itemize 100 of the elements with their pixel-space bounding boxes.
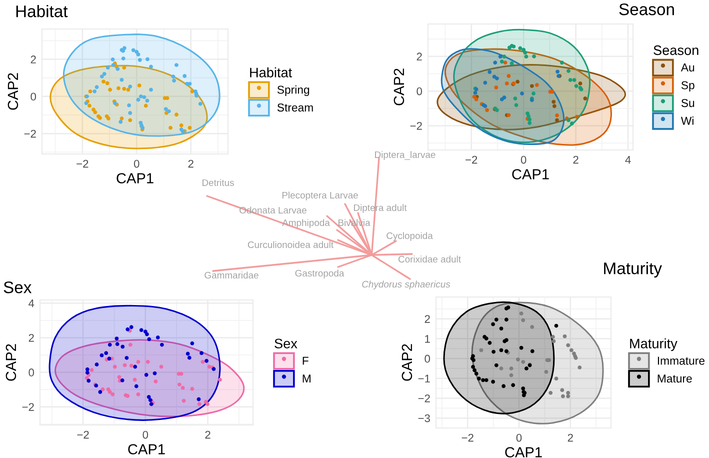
point: [548, 390, 553, 395]
point: [127, 103, 131, 108]
point: [554, 376, 558, 381]
y-axis-title: CAP2: [402, 344, 412, 381]
point: [498, 54, 502, 59]
legend-title: Sex: [274, 338, 298, 348]
point: [142, 95, 146, 100]
point: [146, 360, 150, 364]
point: [168, 126, 172, 130]
point: [492, 350, 496, 354]
point: [128, 110, 132, 115]
point: [574, 84, 578, 88]
point: [147, 337, 152, 342]
point: [534, 83, 539, 87]
legend-label: Spring: [277, 85, 310, 96]
point: [562, 334, 567, 338]
point: [204, 400, 208, 404]
y-axis-title: CAP2: [8, 73, 18, 110]
point: [139, 94, 143, 98]
point: [569, 348, 574, 352]
y-tick-label: 1: [425, 335, 430, 343]
point: [110, 57, 115, 62]
x-tick-label: 2: [568, 434, 573, 442]
point: [93, 110, 98, 114]
point: [128, 342, 132, 347]
point: [572, 78, 576, 82]
point: [174, 63, 178, 67]
point: [188, 82, 192, 86]
point: [472, 94, 476, 99]
point: [149, 88, 153, 92]
point: [122, 66, 126, 70]
point: [198, 102, 202, 106]
y-tick-label: −3: [418, 414, 430, 422]
point: [188, 126, 192, 130]
point: [530, 84, 534, 88]
point: [100, 74, 104, 79]
point: [115, 342, 120, 346]
point: [555, 113, 559, 118]
legend-label: M: [302, 374, 310, 382]
point: [180, 386, 185, 390]
point: [494, 76, 499, 80]
y-tick-label: −2: [22, 403, 34, 411]
legend-label: Mature: [658, 374, 692, 383]
point: [474, 97, 478, 102]
point: [136, 98, 140, 102]
point: [149, 64, 153, 69]
point: [137, 84, 142, 88]
x-tick-label: 2: [573, 156, 578, 164]
point: [568, 78, 572, 82]
y-tick-label: −2: [24, 130, 36, 138]
legend-title: Habitat: [250, 67, 292, 78]
point: [172, 78, 176, 83]
point: [570, 122, 574, 126]
y-tick-label: 2: [30, 56, 36, 64]
point: [102, 80, 106, 84]
text: Chydorus sphaericus: [362, 280, 450, 290]
point: [117, 375, 122, 380]
x-axis-title: CAP1: [116, 173, 154, 184]
point: [120, 116, 124, 120]
chart-title: Sex: [4, 281, 32, 294]
point: [526, 114, 531, 118]
point: [494, 363, 498, 368]
point: [504, 318, 508, 322]
point: [106, 66, 110, 70]
text: Corixidae adult: [398, 256, 461, 263]
point: [90, 368, 94, 372]
point: [503, 60, 508, 65]
point: [560, 394, 565, 398]
point: [112, 364, 117, 369]
y-tick-label: 0: [416, 87, 422, 96]
point: [121, 56, 126, 60]
point: [108, 88, 112, 92]
point: [473, 90, 478, 95]
point: [118, 120, 123, 124]
point: [566, 343, 570, 348]
point: [521, 386, 526, 390]
point: [521, 360, 526, 364]
legend-label: Wi: [680, 116, 694, 125]
point: [106, 116, 110, 120]
y-tick-label: 2: [416, 52, 422, 60]
point: [143, 330, 148, 334]
legend-label: Stream: [277, 104, 313, 112]
point: [510, 61, 514, 66]
point: [122, 86, 126, 91]
point: [556, 70, 560, 74]
point: [164, 107, 168, 112]
point: [500, 60, 504, 64]
point: [145, 98, 150, 103]
point: [479, 348, 484, 352]
x-tick-label: 0: [134, 160, 140, 168]
point: [511, 383, 516, 388]
chart-title: Season: [619, 3, 674, 16]
x-tick-label: −2: [462, 434, 474, 442]
point: [87, 104, 92, 108]
text: Plecoptera Larvae: [282, 192, 358, 200]
point: [182, 74, 187, 78]
point: [518, 46, 522, 50]
point: [552, 100, 556, 104]
point: [204, 358, 208, 363]
point: [485, 108, 489, 112]
